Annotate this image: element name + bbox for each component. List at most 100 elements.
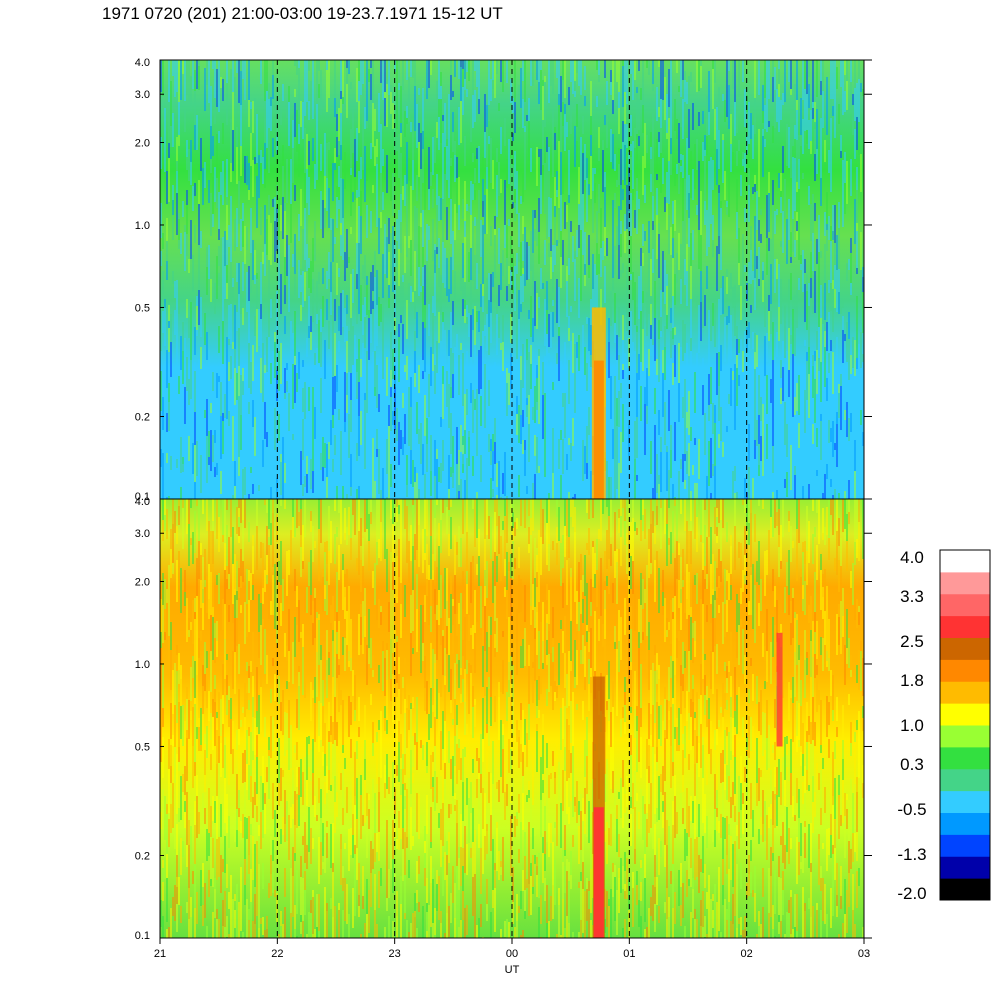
- texture-stripe: [214, 194, 216, 202]
- texture-stripe: [532, 318, 534, 342]
- texture-stripe: [524, 856, 526, 890]
- texture-stripe: [502, 660, 504, 694]
- texture-stripe: [476, 779, 478, 798]
- texture-stripe: [358, 81, 360, 101]
- texture-stripe: [240, 60, 242, 71]
- texture-stripe: [410, 525, 412, 561]
- texture-stripe: [766, 424, 768, 459]
- texture-stripe: [258, 928, 260, 938]
- texture-stripe: [556, 190, 558, 197]
- texture-stripe: [452, 719, 454, 725]
- texture-stripe: [860, 232, 862, 270]
- texture-stripe: [718, 130, 720, 169]
- texture-stripe: [558, 186, 560, 208]
- texture-stripe: [678, 471, 680, 499]
- texture-stripe: [230, 219, 232, 230]
- texture-stripe: [186, 205, 188, 234]
- texture-stripe: [268, 499, 270, 529]
- texture-stripe: [386, 447, 388, 474]
- texture-stripe: [296, 794, 298, 800]
- texture-stripe: [392, 921, 394, 938]
- texture-stripe: [216, 796, 218, 839]
- texture-stripe: [294, 569, 296, 591]
- texture-stripe: [492, 741, 494, 784]
- texture-stripe: [166, 241, 168, 261]
- texture-stripe: [478, 556, 480, 586]
- texture-stripe: [506, 590, 508, 619]
- hot-band-core: [593, 360, 604, 499]
- texture-stripe: [448, 356, 450, 384]
- texture-stripe: [470, 215, 472, 248]
- texture-stripe: [620, 432, 622, 473]
- texture-stripe: [544, 299, 546, 318]
- texture-stripe: [630, 157, 632, 170]
- texture-stripe: [740, 430, 742, 472]
- texture-stripe: [392, 762, 394, 778]
- texture-stripe: [780, 173, 782, 191]
- texture-stripe: [566, 781, 568, 814]
- texture-stripe: [304, 382, 306, 419]
- texture-stripe: [260, 542, 262, 558]
- texture-stripe: [612, 863, 614, 872]
- texture-stripe: [708, 177, 710, 202]
- texture-stripe: [196, 796, 198, 824]
- texture-stripe: [690, 151, 692, 163]
- texture-stripe: [664, 497, 666, 499]
- texture-stripe: [502, 473, 504, 494]
- texture-stripe: [860, 332, 862, 368]
- texture-stripe: [296, 429, 298, 438]
- texture-stripe: [482, 296, 484, 312]
- texture-stripe: [388, 298, 390, 308]
- texture-stripe: [600, 248, 602, 277]
- texture-stripe: [680, 419, 682, 441]
- texture-stripe: [162, 708, 164, 727]
- texture-stripe: [462, 454, 464, 464]
- texture-stripe: [390, 85, 392, 92]
- texture-stripe: [368, 794, 370, 800]
- texture-stripe: [550, 653, 552, 686]
- texture-stripe: [636, 731, 638, 772]
- texture-stripe: [530, 60, 532, 86]
- texture-stripe: [658, 107, 660, 117]
- texture-stripe: [464, 60, 466, 79]
- texture-stripe: [480, 455, 482, 482]
- texture-stripe: [664, 738, 666, 781]
- texture-stripe: [322, 577, 324, 592]
- texture-stripe: [640, 868, 642, 882]
- texture-stripe: [432, 570, 434, 580]
- texture-stripe: [650, 441, 652, 474]
- texture-stripe: [312, 138, 314, 161]
- texture-stripe: [244, 60, 246, 100]
- texture-stripe: [244, 495, 246, 499]
- texture-stripe: [238, 60, 240, 103]
- texture-stripe: [286, 750, 288, 756]
- texture-stripe: [606, 499, 608, 507]
- texture-stripe: [772, 60, 774, 77]
- texture-stripe: [682, 454, 684, 470]
- texture-stripe: [754, 235, 756, 278]
- texture-stripe: [568, 651, 570, 692]
- texture-stripe: [658, 132, 660, 142]
- texture-stripe: [400, 123, 402, 133]
- texture-stripe: [536, 866, 538, 875]
- texture-stripe: [670, 425, 672, 450]
- texture-stripe: [540, 622, 542, 651]
- texture-stripe: [344, 152, 346, 189]
- texture-stripe: [332, 722, 334, 744]
- texture-stripe: [680, 60, 682, 97]
- texture-stripe: [324, 837, 326, 873]
- texture-stripe: [240, 576, 242, 588]
- texture-stripe: [368, 541, 370, 571]
- texture-stripe: [422, 88, 424, 131]
- texture-stripe: [658, 320, 660, 339]
- texture-stripe: [332, 863, 334, 872]
- texture-stripe: [354, 796, 356, 805]
- texture-stripe: [166, 413, 168, 432]
- texture-stripe: [308, 755, 310, 767]
- texture-stripe: [482, 157, 484, 179]
- texture-stripe: [174, 885, 176, 921]
- texture-stripe: [338, 763, 340, 790]
- texture-stripe: [450, 454, 452, 467]
- texture-stripe: [362, 305, 364, 335]
- texture-stripe: [858, 344, 860, 370]
